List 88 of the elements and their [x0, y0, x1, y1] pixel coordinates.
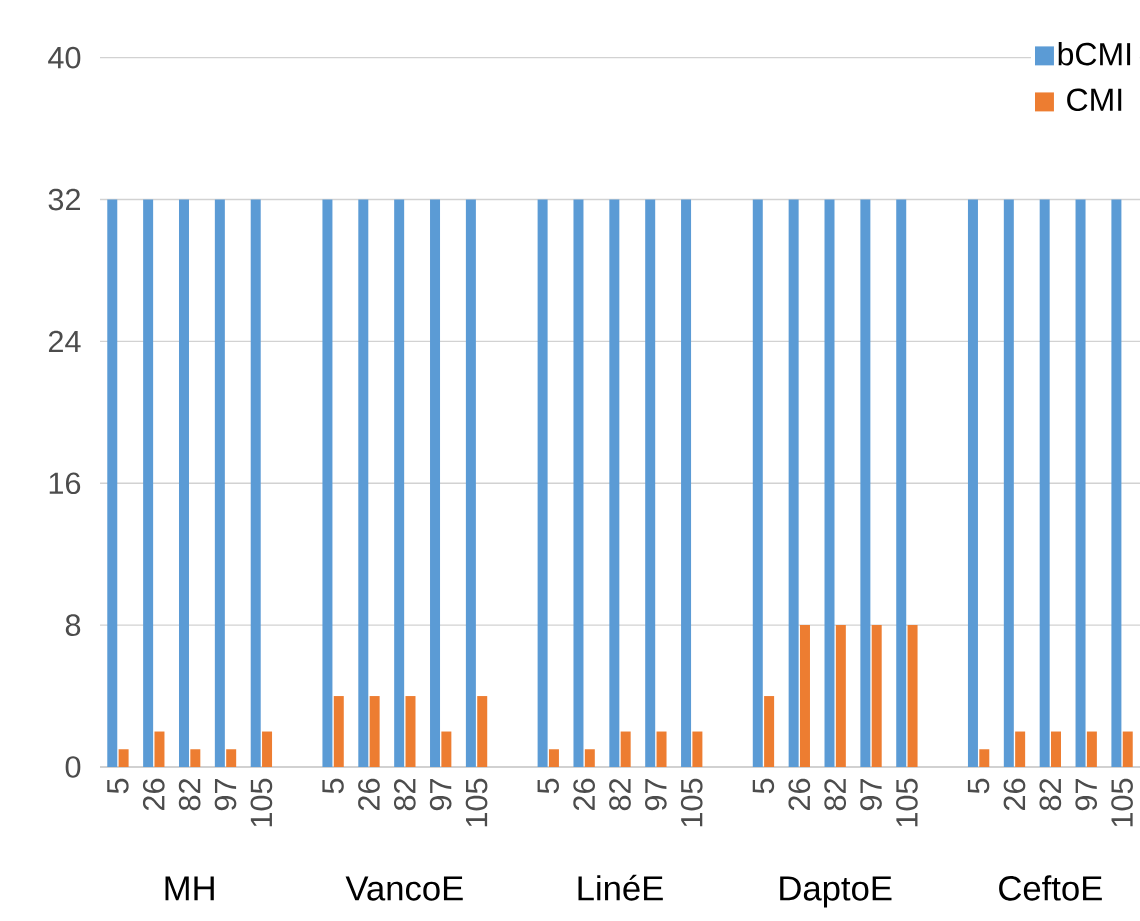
x-tick-label: 26: [788, 778, 811, 811]
bar: [1086, 731, 1097, 767]
x-tick-label: 97: [214, 779, 237, 811]
x-tick-label: 5: [967, 778, 990, 794]
bar: [154, 731, 165, 767]
bar: [1111, 199, 1122, 767]
x-tick-label: 82: [178, 779, 201, 811]
bar: [967, 199, 978, 767]
bar: [692, 731, 703, 767]
x-tick-label: 5: [107, 778, 129, 794]
bar: [465, 199, 476, 767]
bar: [358, 199, 369, 767]
bar: [764, 696, 775, 767]
bar: [907, 625, 918, 767]
text: CeftoE: [999, 875, 1102, 901]
bar: [179, 199, 189, 767]
bar: [896, 199, 907, 767]
bar: [799, 625, 810, 767]
legend-label: bCMI: [1058, 41, 1131, 66]
bar: [405, 696, 416, 767]
x-tick-label: 5: [752, 778, 775, 794]
y-tick-label: 16: [49, 472, 81, 495]
bar: [190, 749, 201, 767]
x-tick-label: 26: [573, 778, 595, 811]
x-tick-label: 26: [1003, 778, 1026, 811]
bar: [394, 199, 405, 767]
legend-label: CMI: [1067, 88, 1122, 112]
x-tick-label: 5: [537, 778, 559, 794]
bar: [1075, 199, 1086, 767]
x-tick-label: 82: [824, 779, 847, 811]
bar: [1003, 199, 1014, 767]
bar: [979, 749, 990, 767]
bar: [835, 625, 846, 767]
text: LinéE: [578, 874, 663, 901]
x-tick-label: 105: [680, 778, 703, 827]
x-tick-label: 105: [1111, 778, 1133, 827]
y-tick-label: 32: [48, 188, 80, 211]
bar: [1015, 731, 1026, 767]
bar: [788, 199, 799, 767]
bar: [584, 749, 595, 767]
bar: [441, 731, 452, 767]
x-tick-label: 105: [896, 778, 918, 827]
bar: [537, 199, 548, 767]
bar: [681, 199, 692, 767]
bar: [645, 199, 656, 767]
y-tick-label: 0: [65, 756, 81, 778]
bar: [548, 749, 559, 767]
bar: [477, 696, 488, 767]
bar: [656, 731, 667, 767]
bar: [333, 696, 344, 767]
x-tick-label: 97: [645, 779, 667, 811]
x-tick-label: 82: [1039, 779, 1062, 811]
text: VancoE: [345, 876, 463, 901]
bar: [369, 696, 380, 767]
bar: [250, 199, 261, 767]
bar: [143, 199, 154, 767]
bar: [322, 199, 333, 767]
bar: [118, 749, 129, 767]
x-tick-label: 105: [250, 778, 273, 827]
x-tick-label: 97: [1075, 779, 1098, 811]
y-tick-label: 24: [48, 330, 81, 353]
y-tick-label: 40: [48, 46, 81, 69]
bar: [620, 731, 631, 767]
x-tick-label: 5: [322, 778, 344, 794]
text: DaptoE: [780, 876, 892, 908]
bar: [573, 199, 584, 767]
bar: [752, 199, 763, 767]
bar: [609, 199, 620, 767]
bar: [1039, 199, 1050, 767]
x-tick-label: 26: [358, 778, 380, 811]
x-tick-label: 82: [393, 779, 416, 811]
bar: [1051, 731, 1062, 767]
text: MH: [165, 876, 214, 901]
bar: [262, 731, 273, 767]
bar: [107, 199, 118, 767]
x-tick-label: 26: [142, 778, 165, 811]
x-tick-label: 105: [465, 778, 488, 827]
x-tick-label: 82: [609, 779, 631, 811]
bar: [214, 199, 225, 767]
bar: [430, 199, 441, 767]
bar: [871, 625, 882, 767]
x-tick-label: 97: [860, 779, 882, 811]
x-tick-label: 97: [429, 779, 452, 811]
bar: [824, 199, 835, 767]
bar: [860, 199, 871, 767]
bar: [226, 749, 237, 767]
bar: [1122, 731, 1133, 767]
y-tick-label: 8: [65, 614, 81, 636]
